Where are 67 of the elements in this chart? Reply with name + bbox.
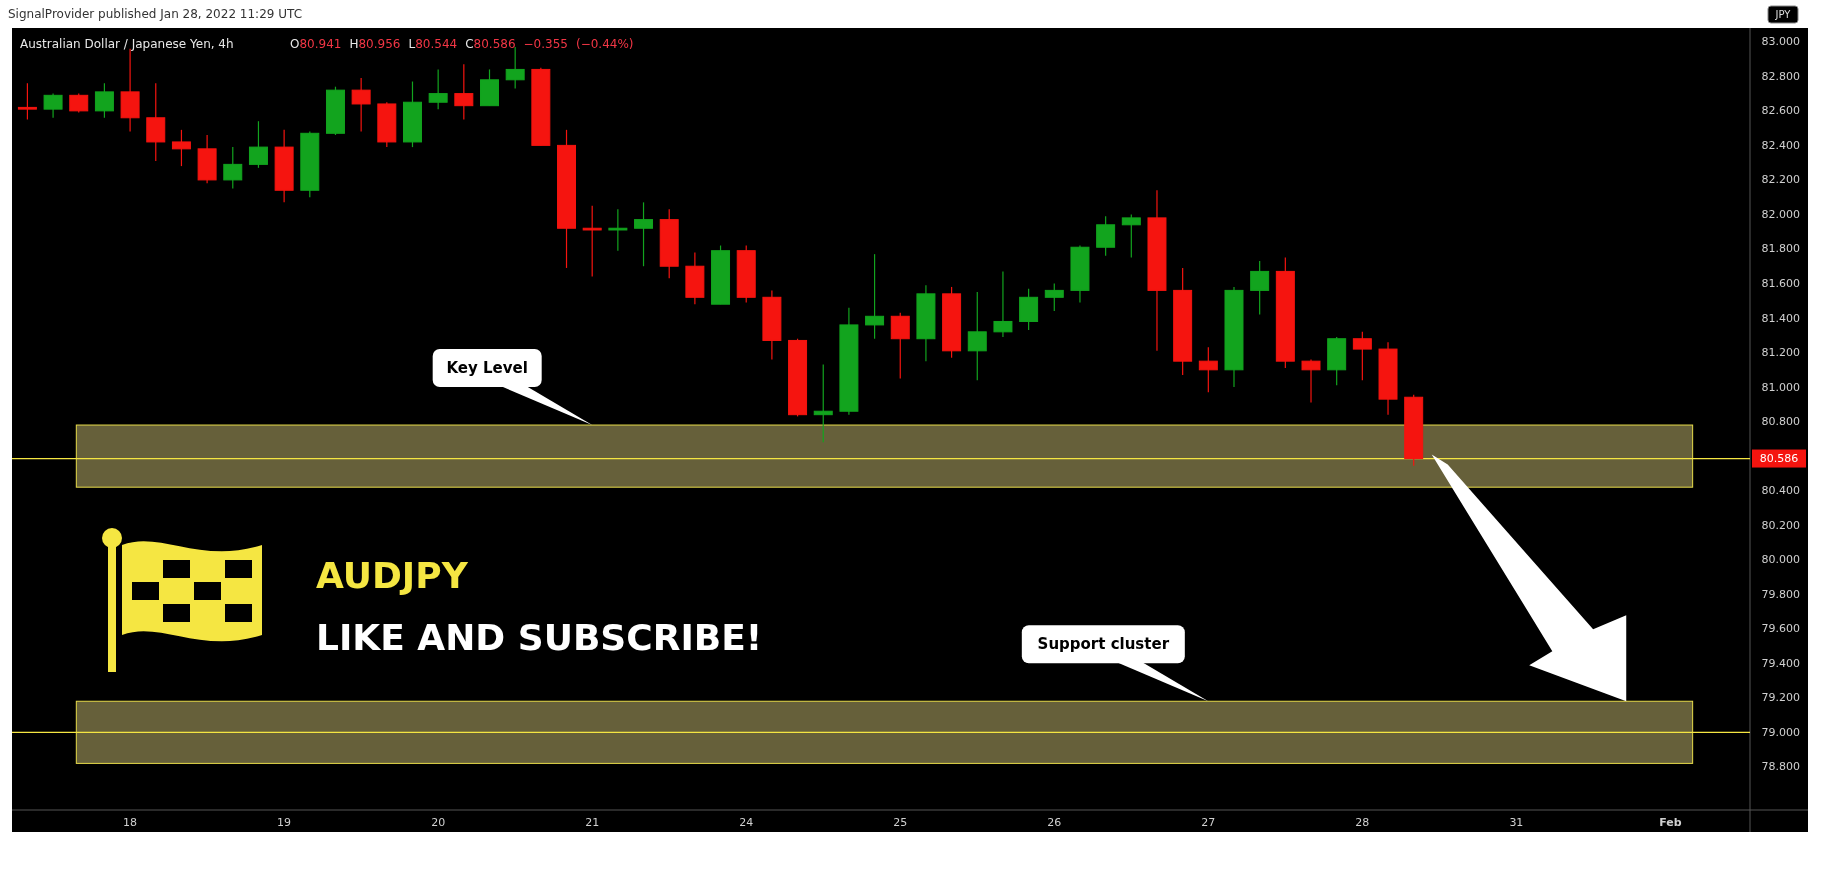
- y-tick-label: 80.000: [1761, 553, 1800, 567]
- candlestick: [582, 205, 602, 278]
- candlestick: [1044, 282, 1064, 312]
- y-tick-label: 82.200: [1761, 173, 1800, 187]
- candlestick: [43, 93, 63, 119]
- y-tick-label: 82.400: [1761, 138, 1800, 152]
- y-tick-label: 78.800: [1761, 760, 1800, 774]
- candlestick: [223, 146, 243, 190]
- x-tick-label: 18: [123, 815, 138, 829]
- y-tick-label: 80.200: [1761, 518, 1800, 532]
- candlestick: [454, 63, 474, 121]
- candlestick: [865, 253, 885, 340]
- y-tick-label: 79.200: [1761, 691, 1800, 705]
- candlestick: [69, 93, 89, 114]
- annotation: AUDJPY: [316, 555, 469, 596]
- x-tick-label: Feb: [1659, 815, 1682, 829]
- y-tick-label: 80.400: [1761, 484, 1800, 498]
- ref-line-label: 80.586: [1759, 452, 1799, 466]
- y-tick-label: 79.400: [1761, 656, 1800, 670]
- y-tick-label: 81.400: [1761, 311, 1800, 325]
- y-tick-label: 79.800: [1761, 587, 1800, 601]
- y-tick-label: 79.000: [1761, 725, 1800, 739]
- candlestick: [94, 82, 114, 119]
- x-tick-label: 31: [1509, 815, 1524, 829]
- x-tick-label: 27: [1201, 815, 1216, 829]
- candlestick: [171, 129, 191, 167]
- x-tick-label: 21: [585, 815, 600, 829]
- y-tick-label: 81.800: [1761, 242, 1800, 256]
- y-tick-label: 80.800: [1761, 415, 1800, 429]
- y-axis-title: JPY: [1774, 9, 1792, 20]
- annotation: Key Level: [446, 359, 528, 378]
- annotation: Support cluster: [1037, 635, 1170, 654]
- text: SignalProvider published Jan 28, 2022 11:29 UTC: [8, 7, 303, 21]
- x-tick-label: 25: [893, 815, 908, 829]
- candlestick: [17, 82, 37, 121]
- candlestick: [1121, 213, 1141, 259]
- y-tick-label: 79.600: [1761, 622, 1800, 636]
- y-tick-label: 82.600: [1761, 104, 1800, 118]
- candlestick: [967, 291, 987, 381]
- candlestick: [428, 68, 448, 110]
- x-tick-label: 28: [1355, 815, 1370, 829]
- candlestick: [634, 201, 654, 267]
- candlestick: [1096, 215, 1116, 257]
- candlestick: [608, 208, 628, 252]
- y-tick-label: 83.000: [1761, 35, 1800, 49]
- y-tick-label: 81.600: [1761, 276, 1800, 290]
- y-tick-label: 81.200: [1761, 346, 1800, 360]
- candlestick: [351, 77, 371, 133]
- candlestick: [1250, 260, 1270, 316]
- annotation: LIKE AND SUBSCRIBE!: [316, 617, 763, 658]
- candlestick: [505, 46, 525, 90]
- candlestick: [248, 120, 268, 169]
- y-tick-label: 82.800: [1761, 69, 1800, 83]
- text: O80.941 H80.956 L80.544 C80.586 −0.355 (−0.44%): [290, 37, 634, 51]
- candlestick: [813, 364, 833, 443]
- y-tick-label: 81.000: [1761, 380, 1800, 394]
- candlestick: [1352, 331, 1372, 381]
- candlestick: [1301, 358, 1321, 404]
- x-tick-label: 26: [1047, 815, 1062, 829]
- candlestick: [1198, 346, 1218, 393]
- x-tick-label: 19: [277, 815, 292, 829]
- x-tick-label: 20: [431, 815, 446, 829]
- text: Australian Dollar / Japanese Yen, 4h: [20, 37, 234, 51]
- candlestick: [993, 270, 1013, 338]
- y-tick-label: 82.000: [1761, 207, 1800, 221]
- x-tick-label: 24: [739, 815, 754, 829]
- candlestick: [890, 312, 910, 380]
